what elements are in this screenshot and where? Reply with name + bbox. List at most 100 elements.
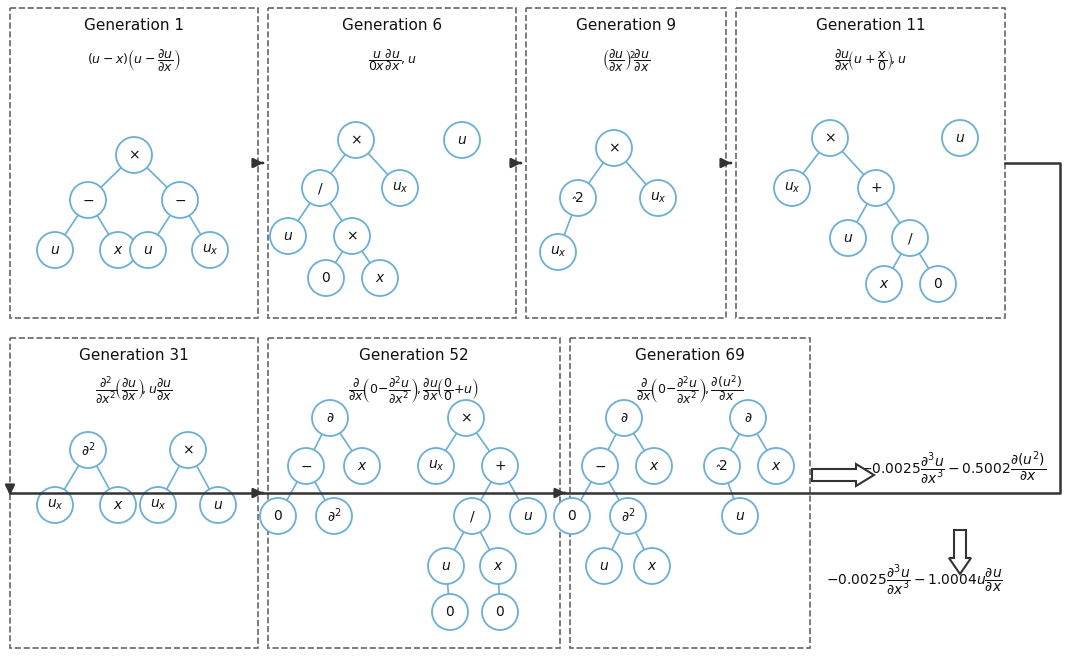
Circle shape: [758, 448, 794, 484]
Circle shape: [444, 122, 480, 158]
Circle shape: [428, 548, 464, 584]
Circle shape: [540, 234, 576, 270]
Text: $\^{}2$: $\^{}2$: [572, 191, 583, 205]
Text: $\times$: $\times$: [608, 141, 620, 155]
Text: $\times$: $\times$: [350, 133, 362, 147]
Text: $u_x$: $u_x$: [550, 245, 566, 259]
Circle shape: [288, 448, 324, 484]
Circle shape: [510, 498, 546, 534]
Text: $/$: $/$: [316, 180, 323, 196]
FancyArrow shape: [812, 464, 874, 486]
Circle shape: [831, 220, 866, 256]
Text: $x$: $x$: [112, 243, 123, 257]
Text: $0$: $0$: [495, 605, 505, 619]
Text: Generation 31: Generation 31: [79, 348, 189, 364]
Text: $u$: $u$: [441, 559, 451, 573]
Circle shape: [130, 232, 166, 268]
Text: $u$: $u$: [955, 131, 966, 145]
Text: $0$: $0$: [321, 271, 330, 285]
Circle shape: [334, 218, 370, 254]
Text: $-$: $-$: [174, 193, 186, 207]
Text: $\^{}2$: $\^{}2$: [716, 459, 728, 473]
Bar: [268, 338, 561, 648]
Circle shape: [858, 170, 894, 206]
Text: $u_x$: $u_x$: [392, 181, 408, 196]
Text: $x$: $x$: [879, 277, 889, 291]
Text: $\times$: $\times$: [183, 443, 194, 457]
Circle shape: [482, 594, 518, 630]
Circle shape: [100, 487, 136, 523]
Text: $\dfrac{\partial u}{\partial x}\!\left(u+\dfrac{x}{0}\right)\!, u$: $\dfrac{\partial u}{\partial x}\!\left(u…: [834, 47, 907, 73]
FancyArrow shape: [949, 530, 971, 574]
Circle shape: [270, 218, 306, 254]
Bar: [10, 338, 258, 648]
Text: Generation 9: Generation 9: [576, 19, 676, 33]
Circle shape: [554, 498, 590, 534]
Text: $\partial^2$: $\partial^2$: [621, 507, 635, 525]
Text: $\times$: $\times$: [129, 148, 140, 162]
Text: $u_x$: $u_x$: [650, 191, 666, 205]
Text: $0$: $0$: [933, 277, 943, 291]
Circle shape: [100, 232, 136, 268]
Bar: [268, 8, 516, 318]
Text: $-0.0025\dfrac{\partial^3 u}{\partial x^3} - 0.5002\dfrac{\partial(u^2)}{\partia: $-0.0025\dfrac{\partial^3 u}{\partial x^…: [860, 450, 1047, 487]
Bar: [570, 338, 810, 648]
Text: Generation 52: Generation 52: [360, 348, 469, 364]
Text: $u_x$: $u_x$: [46, 498, 64, 512]
Text: $x$: $x$: [492, 559, 503, 573]
Circle shape: [345, 448, 380, 484]
Text: $x$: $x$: [375, 271, 386, 285]
Circle shape: [561, 180, 596, 216]
Text: $/$: $/$: [469, 509, 475, 523]
Text: $0$: $0$: [273, 509, 283, 523]
Circle shape: [606, 400, 642, 436]
Circle shape: [37, 487, 73, 523]
Text: $-$: $-$: [300, 459, 312, 473]
Text: $x$: $x$: [771, 459, 781, 473]
Text: $-0.0025\dfrac{\partial^3 u}{\partial x^3} - 1.0004u\dfrac{\partial u}{\partial : $-0.0025\dfrac{\partial^3 u}{\partial x^…: [826, 562, 1003, 598]
Bar: [10, 8, 258, 318]
Circle shape: [70, 182, 106, 218]
Text: $x$: $x$: [356, 459, 367, 473]
Text: $\partial^2$: $\partial^2$: [327, 507, 341, 525]
Circle shape: [302, 170, 338, 206]
Text: $u$: $u$: [213, 498, 224, 512]
Text: $\times$: $\times$: [460, 411, 472, 425]
Circle shape: [596, 130, 632, 166]
Circle shape: [116, 137, 152, 173]
Text: $-$: $-$: [594, 459, 606, 473]
Text: $u$: $u$: [283, 229, 293, 243]
Circle shape: [316, 498, 352, 534]
Circle shape: [362, 260, 399, 296]
Circle shape: [454, 498, 490, 534]
Circle shape: [260, 498, 296, 534]
Text: $\dfrac{\partial^2}{\partial x^2}\!\left(\dfrac{\partial u}{\partial x}\right)\!: $\dfrac{\partial^2}{\partial x^2}\!\left…: [95, 374, 173, 406]
Text: $\partial$: $\partial$: [620, 411, 629, 425]
Circle shape: [723, 498, 758, 534]
Circle shape: [432, 594, 468, 630]
Circle shape: [704, 448, 740, 484]
Text: $x$: $x$: [649, 459, 660, 473]
Circle shape: [170, 432, 206, 468]
Text: $u$: $u$: [523, 509, 534, 523]
Text: $\partial^2$: $\partial^2$: [81, 441, 95, 460]
Text: $\times$: $\times$: [346, 229, 357, 243]
Text: $u_x$: $u_x$: [784, 181, 800, 196]
Bar: [735, 8, 1005, 318]
Text: $\times$: $\times$: [824, 131, 836, 145]
Text: Generation 11: Generation 11: [815, 19, 926, 33]
Circle shape: [37, 232, 73, 268]
Text: $\dfrac{u}{0x}\dfrac{\partial u}{\partial x}, u$: $\dfrac{u}{0x}\dfrac{\partial u}{\partia…: [367, 47, 416, 73]
Text: $\partial$: $\partial$: [326, 411, 334, 425]
Text: $u$: $u$: [842, 231, 853, 245]
Circle shape: [482, 448, 518, 484]
Circle shape: [640, 180, 676, 216]
Text: $/$: $/$: [907, 231, 914, 245]
Text: $\dfrac{\partial}{\partial x}\!\left(0\!-\!\dfrac{\partial^2 u}{\partial x^2}\ri: $\dfrac{\partial}{\partial x}\!\left(0\!…: [349, 374, 480, 406]
Text: $u$: $u$: [734, 509, 745, 523]
Circle shape: [582, 448, 618, 484]
Text: $0$: $0$: [445, 605, 455, 619]
Text: $x$: $x$: [112, 498, 123, 512]
Text: $\dfrac{\partial}{\partial x}\!\left(0\!-\!\dfrac{\partial^2 u}{\partial x^2}\ri: $\dfrac{\partial}{\partial x}\!\left(0\!…: [636, 374, 744, 406]
Text: $(u-x)\left(u-\dfrac{\partial u}{\partial x}\right)$: $(u-x)\left(u-\dfrac{\partial u}{\partia…: [87, 47, 180, 73]
